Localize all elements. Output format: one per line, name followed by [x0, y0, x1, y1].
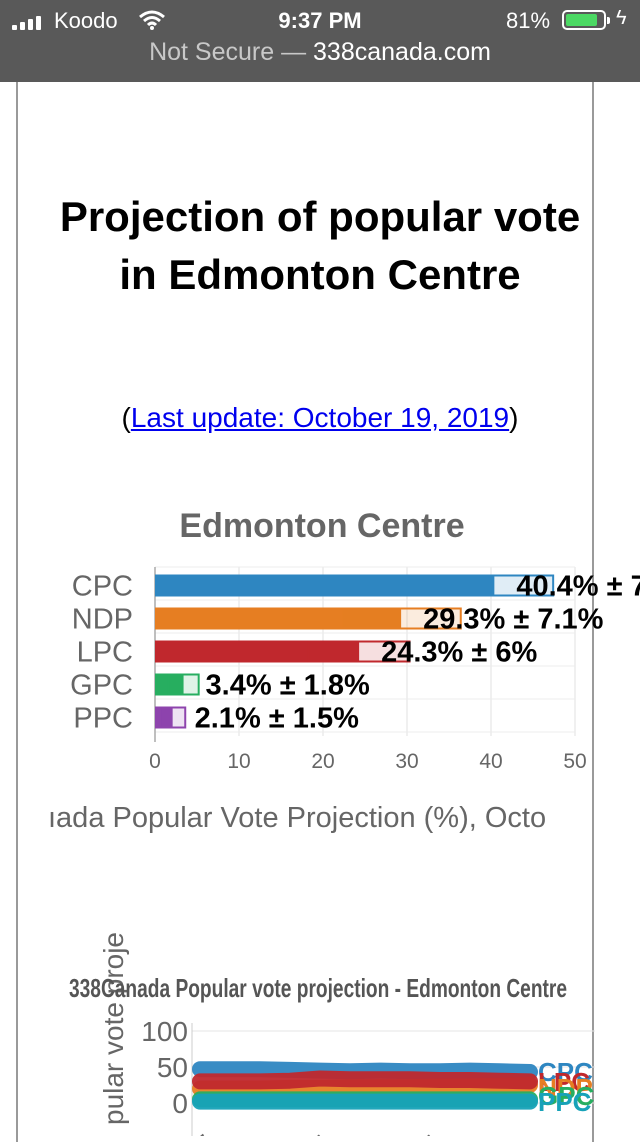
data-label-lpc: 24.3% ± 6%: [381, 637, 537, 669]
bar-ndp: [155, 607, 402, 630]
bar-chart-title: Edmonton Centre: [179, 507, 464, 545]
bar-cpc: [155, 574, 495, 597]
x-tick-label: 10: [227, 750, 250, 773]
not-secure-label: Not Secure: [149, 38, 275, 66]
line-chart-x-tick: 14: [294, 1128, 338, 1136]
line-chart-y-axis-label: pular vote proje: [98, 932, 129, 1125]
browser-chrome: Koodo 9:37 PM 81% ϟ Not Secure — 338cana…: [0, 0, 640, 82]
data-label-gpc: 3.4% ± 1.8%: [206, 670, 370, 702]
error-range-lpc: [307, 640, 411, 663]
error-range-ppc: [159, 706, 187, 729]
data-label-ndp: 29.3% ± 7.1%: [423, 604, 604, 636]
legend-label-cpc: CPC: [538, 1057, 593, 1087]
series-line-cpc: [192, 1061, 538, 1080]
line-chart-x-tick: 25: [177, 1128, 221, 1136]
x-tick-label: 30: [395, 750, 418, 773]
x-tick-label: 50: [563, 750, 586, 773]
x-tick-label: 20: [311, 750, 334, 773]
last-update-line: (Last update: October 19, 2019): [40, 402, 600, 434]
error-range-cpc: [434, 574, 555, 597]
battery-percent: 81%: [506, 8, 551, 33]
clock-time: 9:37 PM: [278, 8, 362, 33]
error-range-ndp: [340, 607, 462, 630]
wifi-icon: [139, 10, 165, 30]
category-label-ppc: PPC: [73, 703, 133, 735]
last-update-link[interactable]: Last update: October 19, 2019: [130, 402, 510, 433]
legend-label-gpc: GPC: [538, 1081, 595, 1111]
category-label-gpc: GPC: [70, 670, 133, 702]
legend-label-lpc: LPC: [538, 1067, 590, 1097]
x-tick-label: 40: [479, 750, 502, 773]
bar-chart-x-axis-label: ıada Popular Vote Projection (%), Octo: [48, 802, 546, 834]
series-line-lpc: [192, 1070, 538, 1090]
page-frame: [16, 82, 594, 1142]
line-chart-y-tick: 100: [141, 1016, 188, 1047]
data-label-ppc: 2.1% ± 1.5%: [195, 703, 359, 735]
x-tick-label: 0: [149, 750, 161, 773]
status-bar: Koodo 9:37 PM 81% ϟ: [0, 0, 640, 40]
line-chart-x-tick: 24: [404, 1128, 448, 1136]
line-chart-y-tick: 50: [157, 1052, 188, 1083]
url-separator: —: [274, 38, 314, 66]
legend-label-ppc: PPC: [538, 1087, 592, 1117]
update-close-paren: ): [509, 402, 519, 433]
charging-icon: ϟ: [616, 7, 627, 29]
line-chart-y-tick: 0: [172, 1088, 188, 1119]
data-label-cpc: 40.4% ± 7: [516, 571, 640, 603]
update-open-paren: (: [121, 402, 131, 433]
category-label-cpc: CPC: [72, 571, 133, 603]
url-domain: 338canada.com: [313, 38, 491, 66]
signal-strength-icon: [12, 14, 48, 30]
vote-projection-line-chart: pular vote proje 338Canada Popular vote …: [69, 932, 595, 1136]
address-bar[interactable]: Not Secure — 338canada.com: [0, 38, 640, 74]
category-label-ndp: NDP: [72, 604, 133, 636]
error-range-gpc: [167, 673, 200, 696]
category-label-lpc: LPC: [77, 637, 133, 669]
legend-label-ndp: NDP: [538, 1073, 593, 1103]
page-title: Projection of popular vote in Edmonton C…: [59, 193, 581, 298]
carrier-name: Koodo: [54, 8, 118, 33]
line-chart-title: 338Canada Popular vote projection - Edmo…: [69, 973, 567, 1003]
battery-icon: [562, 10, 610, 30]
